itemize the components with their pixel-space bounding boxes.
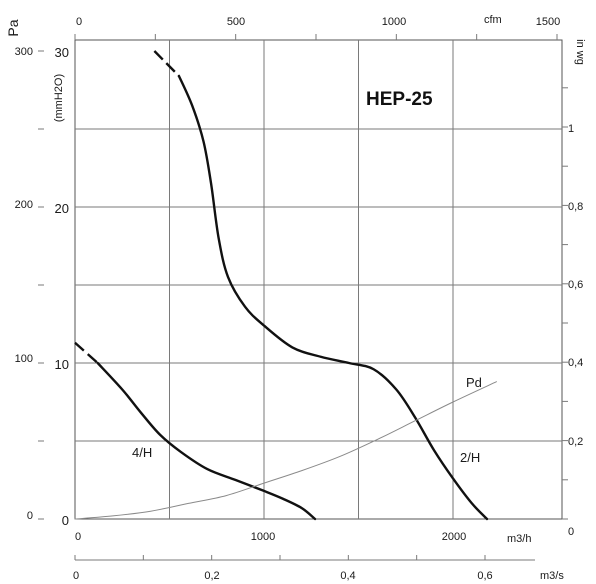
curve-4h [96, 361, 317, 521]
cfm-unit-label: cfm [484, 14, 502, 26]
chart-title: HEP-25 [366, 89, 433, 110]
m3s-tick-label: 0,2 [204, 570, 219, 582]
curve-2h-dashed [153, 50, 180, 77]
mmh2o-tick-label: 20 [55, 201, 69, 216]
m3h-tick-label: 1000 [251, 531, 275, 543]
pa-tick-label: 200 [15, 199, 33, 211]
m3s-tick-label: 0,4 [340, 570, 355, 582]
m3s-tick-label: 0,6 [477, 570, 492, 582]
mmh2o-tick-label: 0 [62, 513, 69, 528]
inwg-tick-label: 0,8 [568, 201, 583, 213]
mmh2o-tick-label: 30 [55, 45, 69, 60]
series-label-pd: Pd [466, 375, 482, 390]
pa-tick-label: 100 [15, 353, 33, 365]
m3h-tick-label: 2000 [442, 531, 466, 543]
inwg-axis-label: in wg [574, 39, 586, 65]
pa-axis-label: Pa [5, 19, 21, 36]
curve-2h [177, 74, 489, 521]
m3h-unit-label: m3/h [507, 533, 531, 545]
inwg-tick-label: 1 [568, 123, 574, 135]
m3s-tick-label: 0 [73, 570, 79, 582]
inwg-tick-labels: 0 0,2 0,4 0,6 0,8 1 [568, 123, 583, 538]
axis-tick-marks [38, 34, 568, 560]
cfm-tick-label: 0 [76, 16, 82, 28]
m3h-tick-label: 0 [75, 531, 81, 543]
inwg-tick-label: 0 [568, 526, 574, 538]
inwg-tick-label: 0,2 [568, 436, 583, 448]
cfm-tick-label: 1000 [382, 16, 406, 28]
m3s-tick-labels: 0 0,2 0,4 0,6 [73, 570, 493, 582]
m3h-tick-labels: 0 1000 2000 [75, 531, 466, 543]
inwg-tick-label: 0,6 [568, 279, 583, 291]
pa-tick-label: 300 [15, 46, 33, 58]
performance-curves [74, 50, 497, 521]
mmh2o-tick-label: 10 [55, 357, 69, 372]
horizontal-gridlines [75, 128, 562, 442]
mmh2o-tick-labels: 0 10 20 30 [55, 45, 69, 528]
plot-frame [74, 39, 563, 520]
mmh2o-axis-label: (mmH2O) [53, 74, 65, 122]
cfm-tick-label: 1500 [536, 16, 560, 28]
cfm-tick-label: 500 [227, 16, 245, 28]
series-label-4h: 4/H [132, 445, 152, 460]
cfm-tick-labels: 0 500 1000 1500 [76, 16, 560, 28]
series-label-2h: 2/H [460, 450, 480, 465]
pa-tick-labels: 0 100 200 300 [15, 46, 33, 522]
vertical-gridlines [169, 40, 454, 519]
pa-tick-label: 0 [27, 510, 33, 522]
m3s-unit-label: m3/s [540, 570, 564, 582]
curve-4h-dashed [74, 341, 99, 364]
curve-pd [74, 381, 497, 520]
inwg-tick-label: 0,4 [568, 357, 583, 369]
